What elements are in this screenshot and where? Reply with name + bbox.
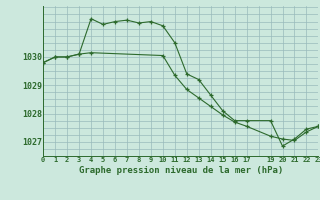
X-axis label: Graphe pression niveau de la mer (hPa): Graphe pression niveau de la mer (hPa)	[79, 166, 283, 175]
